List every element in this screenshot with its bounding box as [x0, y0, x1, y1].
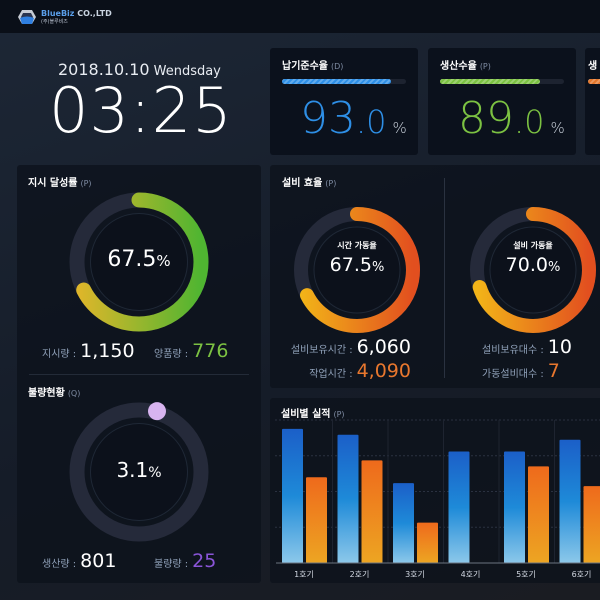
x-tick-label: 5호기 [516, 570, 536, 579]
stat-running-units: 가동설비대수 :7 [482, 360, 560, 382]
kpi-title: 생 [588, 61, 598, 72]
bar-5호기-series1 [504, 451, 525, 563]
defect-gauge-marker [148, 402, 167, 421]
x-tick-label: 3호기 [405, 570, 425, 579]
divider [444, 178, 445, 378]
stat-order-qty: 지시량 :1,150 [42, 340, 135, 362]
stat-good-qty: 양품량 :776 [154, 340, 229, 362]
achievement-gauge-arc [69, 192, 209, 332]
achievement-title: 지시 달성률 [28, 178, 78, 189]
brand-sub: (주)블루비즈 [41, 19, 68, 25]
time-utilization-gauge-arc [294, 207, 420, 333]
defect-value: 3.1% [116, 458, 162, 482]
kpi-value: 93.0% [300, 93, 407, 144]
kpi-title: 생산수율 [440, 61, 477, 72]
bar-6호기-series1 [559, 439, 581, 563]
x-tick-label: 2호기 [350, 570, 370, 579]
weekday: Wendsday [153, 64, 221, 79]
time-utilization-gauge-inner [313, 226, 401, 314]
clock-time: 03:25 [49, 74, 233, 147]
header: BlueBiz CO.,LTD (주)블루비즈 [0, 0, 600, 33]
bar-3호기-series1 [393, 483, 414, 563]
defect-title: 불량현황 [28, 388, 65, 399]
achievement-tag: (P) [80, 179, 92, 188]
divider [29, 374, 249, 375]
equipment-utilization-gauge-arc [470, 207, 596, 333]
bar-3호기-series2 [417, 522, 438, 563]
bar-6호기-series2 [583, 486, 600, 563]
achievement-value: 67.5% [107, 247, 171, 272]
brand-name: BlueBiz [41, 9, 75, 18]
company-logo[interactable]: BlueBiz CO.,LTD (주)블루비즈 [17, 9, 112, 25]
equipment-utilization-gauge-inner [489, 226, 577, 314]
kpi-tag: (D) [331, 62, 344, 71]
defect-tag: (Q) [67, 389, 81, 398]
bar-2호기-series1 [337, 434, 359, 563]
bar-2호기-series2 [361, 460, 383, 563]
kpi-progress-bar [440, 79, 564, 84]
kpi-value: 89.0% [458, 93, 565, 144]
kpi-progress-bar [282, 79, 406, 84]
kpi-card-yield: 생산수율 (P) 89.0% [428, 48, 576, 155]
equipment-utilization-value: 설비 가동율 70.0% [505, 241, 561, 276]
chart-title: 설비별 실적 (P) [281, 409, 345, 420]
time-utilization-value: 시간 가동율 67.5% [329, 241, 385, 276]
x-tick-label: 6호기 [572, 570, 592, 579]
stat-defect-qty: 불량량 :25 [154, 550, 217, 572]
bar-5호기-series2 [528, 466, 549, 563]
achievement-gauge-inner [90, 213, 188, 311]
defect-gauge-inner [90, 423, 188, 521]
stat-owned-hours: 설비보유시간 :6,060 [290, 336, 411, 358]
bar-1호기-series1 [282, 428, 303, 563]
kpi-card-delivery: 납기준수율 (D) 93.0% [270, 48, 418, 155]
stat-production-qty: 생산량 :801 [42, 550, 117, 572]
x-tick-label: 1호기 [294, 570, 314, 579]
brand-suffix: CO.,LTD [77, 9, 112, 18]
defect-gauge-track [69, 402, 209, 542]
date-display: 2018.10.10 Wendsday [58, 60, 221, 79]
hexagon-logo-icon [18, 10, 36, 24]
kpi-tag: (P) [479, 62, 491, 71]
x-tick-label: 4호기 [461, 570, 481, 579]
date: 2018.10.10 [58, 60, 150, 79]
bar-4호기-series1 [448, 451, 470, 563]
stat-work-hours: 작업시간 :4,090 [309, 360, 411, 382]
efficiency-heading: 설비 효율 (P) [282, 178, 337, 189]
kpi-card-partial: 생 [585, 48, 600, 155]
kpi-title: 납기준수율 [282, 61, 328, 72]
bar-1호기-series2 [306, 477, 327, 563]
kpi-progress-bar [588, 79, 600, 84]
stat-owned-units: 설비보유대수 :10 [482, 336, 572, 358]
